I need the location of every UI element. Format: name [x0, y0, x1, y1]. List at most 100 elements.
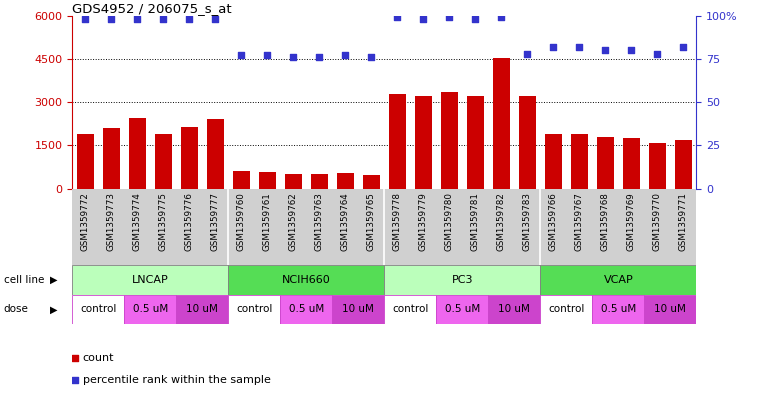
Text: GSM1359779: GSM1359779 [419, 193, 428, 252]
Text: 0.5 uM: 0.5 uM [600, 305, 636, 314]
Text: 10 uM: 10 uM [186, 305, 218, 314]
Bar [489, 295, 540, 324]
Text: GSM1359780: GSM1359780 [445, 193, 454, 252]
Text: cell line: cell line [4, 275, 44, 285]
Bar [72, 265, 228, 295]
Text: GSM1359770: GSM1359770 [653, 193, 662, 252]
Text: NCIH660: NCIH660 [282, 275, 331, 285]
Text: 0.5 uM: 0.5 uM [288, 305, 324, 314]
Bar [519, 96, 536, 189]
Text: GSM1359777: GSM1359777 [211, 193, 220, 252]
Text: GSM1359769: GSM1359769 [627, 193, 635, 251]
Bar [441, 92, 458, 189]
Point [235, 52, 247, 59]
Text: GSM1359761: GSM1359761 [263, 193, 272, 251]
Text: control: control [392, 305, 428, 314]
Bar [228, 265, 384, 295]
Bar [181, 127, 198, 189]
Text: GSM1359775: GSM1359775 [159, 193, 167, 252]
Text: GSM1359766: GSM1359766 [549, 193, 558, 251]
Bar [77, 134, 94, 189]
Bar [384, 295, 436, 324]
Text: GSM1359765: GSM1359765 [367, 193, 376, 252]
Bar [592, 295, 645, 324]
Point [261, 52, 273, 59]
Point [626, 47, 638, 53]
Point [314, 54, 326, 61]
Text: VCAP: VCAP [603, 275, 633, 285]
Text: GSM1359767: GSM1359767 [575, 193, 584, 252]
Point [105, 16, 117, 22]
Text: 0.5 uM: 0.5 uM [132, 305, 168, 314]
Text: GSM1359783: GSM1359783 [523, 193, 532, 252]
Text: control: control [236, 305, 272, 314]
Bar [259, 172, 275, 189]
Bar [228, 295, 280, 324]
Point [443, 14, 455, 20]
Bar [540, 295, 592, 324]
Bar [545, 134, 562, 189]
Bar [622, 138, 640, 189]
Text: GSM1359762: GSM1359762 [289, 193, 298, 251]
Text: control: control [80, 305, 116, 314]
Bar [415, 96, 431, 189]
Text: 10 uM: 10 uM [654, 305, 686, 314]
Text: control: control [548, 305, 584, 314]
Point [573, 44, 585, 50]
Point [131, 16, 143, 22]
Point [263, 278, 275, 284]
Point [470, 16, 482, 22]
Bar [124, 295, 177, 324]
Point [391, 14, 403, 20]
Bar [129, 118, 146, 189]
Bar [384, 265, 540, 295]
Point [183, 16, 196, 22]
Point [287, 54, 299, 61]
Text: GSM1359774: GSM1359774 [133, 193, 142, 252]
Point [521, 51, 533, 57]
Text: GSM1359764: GSM1359764 [341, 193, 350, 251]
Point [495, 14, 508, 20]
Bar [154, 134, 172, 189]
Point [209, 16, 221, 22]
Text: count: count [83, 353, 114, 363]
Bar [466, 96, 484, 189]
Text: GSM1359773: GSM1359773 [107, 193, 116, 252]
Point [263, 81, 275, 88]
Bar [207, 119, 224, 189]
Bar [72, 295, 124, 324]
Point [365, 54, 377, 61]
Text: 0.5 uM: 0.5 uM [444, 305, 480, 314]
Bar [363, 175, 380, 189]
Bar [645, 295, 696, 324]
Text: GSM1359776: GSM1359776 [185, 193, 194, 252]
Bar [177, 295, 228, 324]
Point [677, 44, 689, 50]
Text: GSM1359782: GSM1359782 [497, 193, 506, 252]
Bar [310, 174, 328, 189]
Bar [280, 295, 333, 324]
Text: ▶: ▶ [49, 275, 57, 285]
Bar [333, 295, 384, 324]
Text: percentile rank within the sample: percentile rank within the sample [83, 375, 270, 385]
Point [547, 44, 559, 50]
Point [599, 47, 611, 53]
Text: GSM1359763: GSM1359763 [315, 193, 323, 252]
Text: 10 uM: 10 uM [342, 305, 374, 314]
Bar [389, 94, 406, 189]
Text: GSM1359781: GSM1359781 [471, 193, 479, 252]
Point [79, 16, 91, 22]
Bar [233, 171, 250, 189]
Bar [285, 174, 302, 189]
Bar [675, 140, 692, 189]
Point [417, 16, 429, 22]
Text: GSM1359771: GSM1359771 [679, 193, 688, 252]
Point [651, 51, 664, 57]
Text: GSM1359778: GSM1359778 [393, 193, 402, 252]
Point [339, 52, 352, 59]
Text: GDS4952 / 206075_s_at: GDS4952 / 206075_s_at [72, 2, 232, 15]
Point [158, 16, 170, 22]
Text: GSM1359760: GSM1359760 [237, 193, 246, 252]
Text: PC3: PC3 [451, 275, 473, 285]
Bar [103, 128, 119, 189]
